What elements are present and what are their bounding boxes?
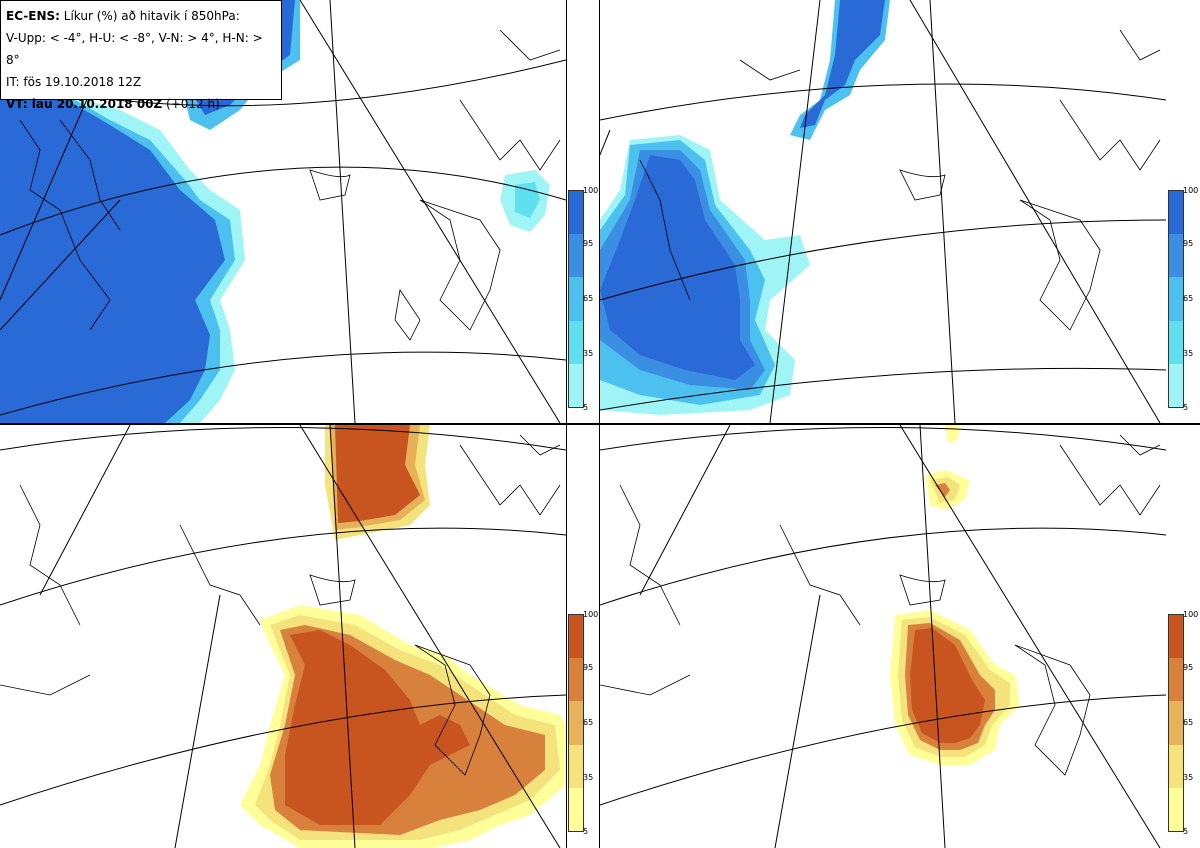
- cbar-tl-tick-95: 95: [583, 239, 594, 248]
- cbar-bl-tick-5: 5: [583, 827, 589, 836]
- cbar-tr-tick-65: 65: [1183, 294, 1194, 303]
- colorbar-top-right: [1168, 190, 1184, 408]
- map-panel-bottom-left: [0, 425, 566, 848]
- colorbar-segment: [569, 277, 583, 321]
- legend-line-3: IT: fös 19.10.2018 12Z: [6, 75, 142, 89]
- legend-line-4: VT: lau 20.10.2018 00Z (+012 h): [6, 97, 220, 111]
- colorbar-segment: [1169, 277, 1183, 321]
- cbar-br-tick-100: 100: [1183, 610, 1199, 619]
- cbar-br-tick-35: 35: [1183, 773, 1194, 782]
- cbar-bl-tick-95: 95: [583, 663, 594, 672]
- colorbar-segment: [1169, 787, 1183, 831]
- cbar-bl-tick-100: 100: [583, 610, 599, 619]
- cbar-tr-tick-35: 35: [1183, 349, 1194, 358]
- cbar-br-tick-65: 65: [1183, 718, 1194, 727]
- panel-divider-vertical-right: [599, 0, 600, 848]
- colorbar-segment: [1169, 191, 1183, 235]
- colorbar-segment: [569, 701, 583, 745]
- colorbar-segment: [569, 787, 583, 831]
- colorbar-segment: [1169, 658, 1183, 702]
- cbar-tr-tick-5: 5: [1183, 403, 1189, 412]
- colorbar-segment: [1169, 744, 1183, 788]
- colorbar-bottom-left: [568, 614, 584, 832]
- colorbar-segment: [1169, 320, 1183, 364]
- cbar-tr-tick-100: 100: [1183, 186, 1199, 195]
- cbar-bl-tick-65: 65: [583, 718, 594, 727]
- cbar-tl-tick-35: 35: [583, 349, 594, 358]
- cbar-br-tick-5: 5: [1183, 827, 1189, 836]
- cbar-br-tick-95: 95: [1183, 663, 1194, 672]
- colorbar-segment: [569, 615, 583, 659]
- cbar-tl-tick-5: 5: [583, 403, 589, 412]
- colorbar-segment: [1169, 363, 1183, 407]
- cbar-tl-tick-100: 100: [583, 186, 599, 195]
- colorbar-segment: [1169, 701, 1183, 745]
- colorbar-top-left: [568, 190, 584, 408]
- colorbar-segment: [1169, 234, 1183, 278]
- colorbar-segment: [569, 191, 583, 235]
- colorbar-segment: [569, 234, 583, 278]
- map-panel-top-left: [0, 0, 566, 423]
- map-panel-top-right: [600, 0, 1166, 423]
- legend-box: EC-ENS: Líkur (%) að hitavik í 850hPa: V…: [0, 0, 282, 111]
- panel-divider-vertical-left: [566, 0, 567, 848]
- legend-line-1: EC-ENS: Líkur (%) að hitavik í 850hPa:: [6, 9, 240, 23]
- colorbar-segment: [569, 320, 583, 364]
- colorbar-bottom-right: [1168, 614, 1184, 832]
- colorbar-segment: [1169, 615, 1183, 659]
- panel-divider-horizontal: [0, 423, 1200, 425]
- cbar-tl-tick-65: 65: [583, 294, 594, 303]
- cbar-tr-tick-95: 95: [1183, 239, 1194, 248]
- cbar-bl-tick-35: 35: [583, 773, 594, 782]
- colorbar-segment: [569, 744, 583, 788]
- colorbar-segment: [569, 363, 583, 407]
- legend-line-2: V-Upp: < -4°, H-U: < -8°, V-N: > 4°, H-N…: [6, 31, 263, 67]
- map-panel-bottom-right: [600, 425, 1166, 848]
- colorbar-segment: [569, 658, 583, 702]
